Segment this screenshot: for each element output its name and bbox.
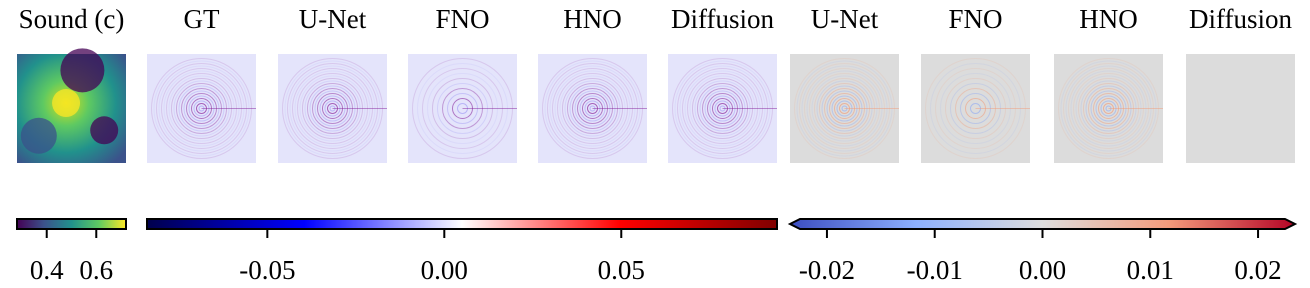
tick-label: 0.01 [1127,255,1174,285]
panel-title: U-Net [299,4,367,34]
panel-title: HNO [563,4,622,34]
tick-label: 0.05 [598,255,645,285]
panel-title: FNO [948,4,1002,34]
panel-title: FNO [435,4,489,34]
image-blob [90,116,119,145]
tick-label: -0.01 [907,255,963,285]
panel-image [790,54,899,163]
colorbar [16,218,127,230]
tick-label: 0.00 [421,255,468,285]
panel-title: GT [184,4,220,34]
panel-title: Sound (c) [19,4,125,34]
panel-title: Diffusion [1189,4,1293,34]
tick-label: -0.05 [239,255,295,285]
panel-image [1186,54,1295,163]
panel-title: HNO [1079,4,1138,34]
colorbar [146,218,778,230]
panel-image [17,48,126,163]
tick-label: 0.00 [1019,255,1066,285]
panel-image [408,54,517,163]
panel-title: U-Net [811,4,879,34]
panel-image [668,54,777,163]
image-blob [20,117,57,154]
tick-label: 0.4 [30,255,64,285]
image-bg [1186,54,1295,163]
panel-image [278,54,387,163]
colorbar [787,218,1298,230]
panel-image [147,54,256,163]
panel-image [538,54,647,163]
image-blob [52,89,81,118]
tick-label: 0.02 [1234,255,1281,285]
tick-label: 0.6 [79,255,113,285]
panel-image [1054,54,1163,163]
panel-title: Diffusion [671,4,775,34]
image-blob [60,48,105,93]
panel-image [921,54,1030,163]
tick-label: -0.02 [799,255,855,285]
